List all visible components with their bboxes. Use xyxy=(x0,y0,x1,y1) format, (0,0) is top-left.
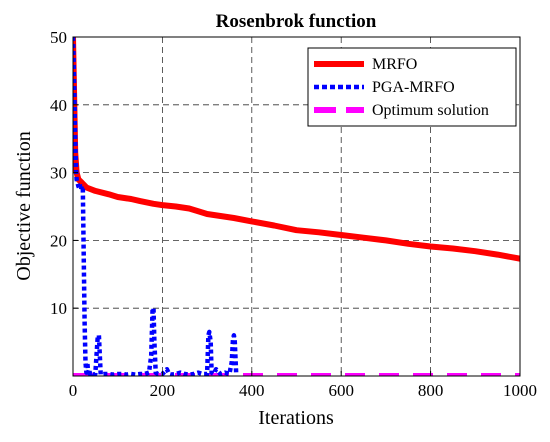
y-tick-label: 50 xyxy=(50,28,67,47)
series-line-pga-mrfo xyxy=(73,37,239,376)
x-tick-label: 800 xyxy=(418,381,444,400)
legend-label: MRFO xyxy=(372,56,417,73)
y-tick-label: 30 xyxy=(50,164,67,183)
series-layer xyxy=(73,37,520,376)
grid xyxy=(73,37,520,376)
y-axis-label: Objective function xyxy=(13,131,35,280)
y-tick-label: 40 xyxy=(50,96,67,115)
chart-title: Rosenbrok function xyxy=(216,11,377,32)
plot-frame xyxy=(72,36,521,377)
x-tick-label: 200 xyxy=(150,381,176,400)
legend-label: PGA-MRFO xyxy=(372,79,455,96)
legend: MRFO PGA-MRFO Optimum solution xyxy=(307,47,517,127)
ticks: 0 200 400 600 800 1000 10 20 30 40 50 xyxy=(50,28,537,400)
x-tick-label: 600 xyxy=(328,381,354,400)
x-tick-label: 0 xyxy=(69,381,78,400)
x-tick-label: 400 xyxy=(239,381,265,400)
y-tick-label: 20 xyxy=(50,231,67,250)
x-tick-label: 1000 xyxy=(503,381,537,400)
legend-label: Optimum solution xyxy=(372,102,489,119)
x-axis-label: Iterations xyxy=(258,407,334,429)
series-line-mrfo xyxy=(73,37,520,262)
y-tick-label: 10 xyxy=(50,299,67,318)
